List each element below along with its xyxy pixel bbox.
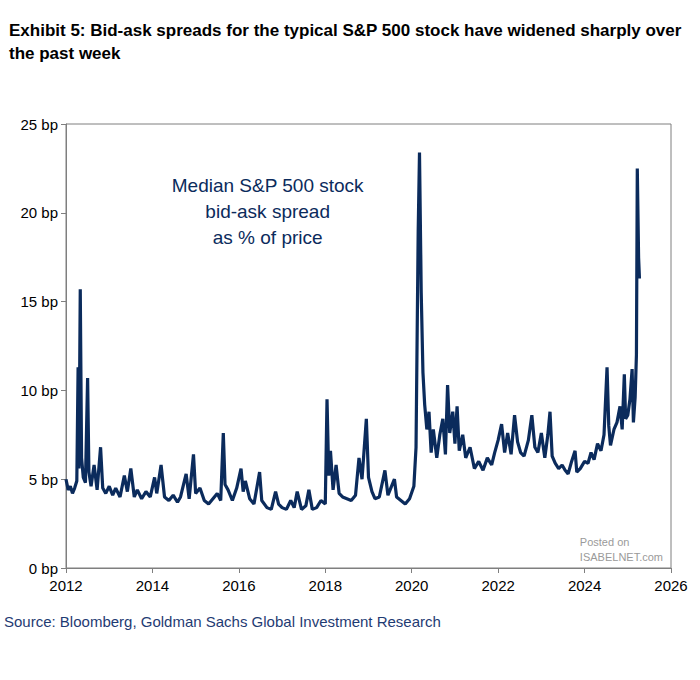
svg-text:5 bp: 5 bp bbox=[29, 471, 58, 488]
svg-text:Posted on: Posted on bbox=[580, 536, 630, 548]
svg-text:2018: 2018 bbox=[309, 577, 342, 594]
svg-text:2024: 2024 bbox=[568, 577, 601, 594]
svg-text:2012: 2012 bbox=[49, 577, 82, 594]
svg-text:as % of price: as % of price bbox=[213, 227, 323, 248]
svg-text:2026: 2026 bbox=[654, 577, 687, 594]
svg-text:20 bp: 20 bp bbox=[20, 204, 58, 221]
svg-text:0 bp: 0 bp bbox=[29, 560, 58, 577]
svg-text:Exhibit 5: Bid-ask spreads for: Exhibit 5: Bid-ask spreads for the typic… bbox=[9, 21, 686, 40]
svg-text:bid-ask spread: bid-ask spread bbox=[205, 201, 330, 222]
svg-text:ISABELNET.com: ISABELNET.com bbox=[580, 551, 663, 563]
svg-text:2020: 2020 bbox=[395, 577, 428, 594]
svg-text:Median S&P 500 stock: Median S&P 500 stock bbox=[172, 175, 364, 196]
svg-text:25 bp: 25 bp bbox=[20, 116, 58, 133]
svg-text:2014: 2014 bbox=[136, 577, 169, 594]
svg-text:2016: 2016 bbox=[222, 577, 255, 594]
svg-text:15 bp: 15 bp bbox=[20, 293, 58, 310]
svg-text:Source: Bloomberg, Goldman Sac: Source: Bloomberg, Goldman Sachs Global … bbox=[4, 613, 441, 630]
svg-text:10 bp: 10 bp bbox=[20, 382, 58, 399]
svg-text:the past week: the past week bbox=[9, 44, 121, 63]
svg-text:2022: 2022 bbox=[481, 577, 514, 594]
